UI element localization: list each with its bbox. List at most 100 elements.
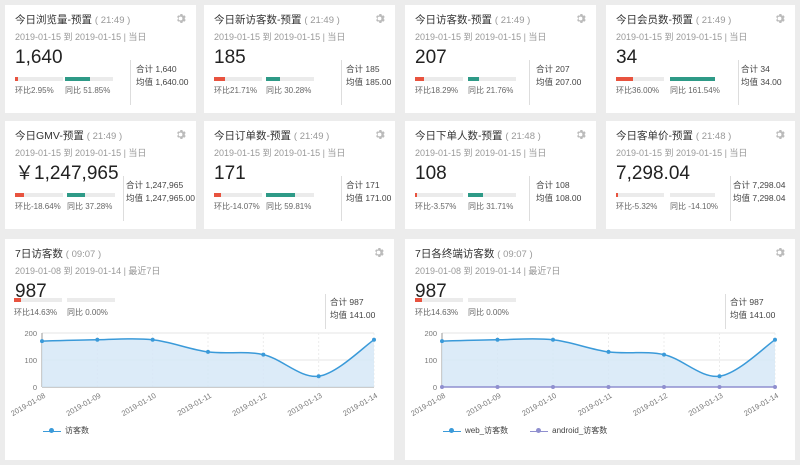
x-tick-label: 2019-01-09 — [65, 391, 103, 417]
divider — [123, 176, 124, 221]
ring-bar — [415, 298, 463, 302]
x-tick-label: 2019-01-13 — [687, 391, 725, 417]
card-title: 今日新访客数-预置 ( 21:49 ) — [214, 14, 340, 26]
ring-bar — [415, 77, 463, 81]
data-point — [606, 349, 611, 354]
yoy-bar-fill — [65, 77, 90, 81]
ring-bar-fill — [15, 193, 25, 197]
chart-legend: 访客数 — [43, 425, 111, 436]
ring-bar — [15, 193, 63, 197]
ring-label: 环比36.00% — [616, 86, 660, 95]
ring-label: 环比2.95% — [15, 86, 54, 95]
ring-bar-fill — [214, 77, 225, 81]
gear-icon[interactable] — [774, 129, 785, 140]
ring-bar — [616, 193, 664, 197]
x-tick-label: 2019-01-11 — [176, 391, 213, 417]
ring-bar-fill — [616, 193, 619, 197]
gear-icon[interactable] — [175, 13, 186, 24]
metric-value: 108 — [415, 163, 447, 184]
gear-icon[interactable] — [774, 13, 785, 24]
ring-label: 环比-3.57% — [415, 202, 457, 211]
legend-item[interactable]: web_访客数 — [443, 425, 508, 436]
kpi-card: 今日新访客数-预置 ( 21:49 ) 2019-01-15 到 2019-01… — [204, 5, 395, 113]
metric-value: 1,640 — [15, 47, 63, 68]
data-point — [662, 385, 666, 389]
ring-label: 环比21.71% — [214, 86, 258, 95]
data-point — [261, 352, 266, 357]
divider — [130, 60, 131, 105]
card-title: 7日各终端访客数 ( 09:07 ) — [415, 248, 533, 260]
gear-icon[interactable] — [374, 129, 385, 140]
divider — [529, 176, 530, 221]
x-tick-label: 2019-01-14 — [742, 391, 780, 417]
metric-value: 207 — [415, 47, 447, 68]
ring-label: 环比-5.32% — [616, 202, 658, 211]
yoy-label: 同比 0.00% — [468, 308, 509, 317]
data-point — [316, 374, 321, 379]
line-chart: 0 100 200 2019-01-08 2019-01-09 2019-01-10 201… — [9, 329, 379, 417]
yoy-bar — [65, 77, 113, 81]
ring-bar-fill — [415, 77, 424, 81]
legend-label: 访客数 — [65, 426, 89, 435]
ring-bar-fill — [15, 77, 18, 81]
gear-icon[interactable] — [175, 129, 186, 140]
kpi-card: 今日会员数-预置 ( 21:49 ) 2019-01-15 到 2019-01-… — [606, 5, 795, 113]
data-point — [773, 385, 777, 389]
ring-bar — [415, 193, 463, 197]
summary-stats: 合计 1,247,965 均值 1,247,965.00 — [126, 180, 195, 203]
yoy-label: 同比 30.28% — [266, 86, 312, 95]
summary-stats: 合计 7,298.04 均值 7,298.04 — [733, 180, 786, 203]
gear-icon[interactable] — [374, 13, 385, 24]
divider — [730, 176, 731, 221]
yoy-bar-fill — [670, 77, 715, 81]
yoy-bar — [67, 193, 115, 197]
data-point — [95, 337, 100, 342]
gear-icon[interactable] — [774, 247, 785, 258]
date-range: 2019-01-15 到 2019-01-15 | 当日 — [214, 32, 346, 42]
ring-label: 环比18.29% — [415, 86, 459, 95]
ring-bar-fill — [214, 193, 221, 197]
yoy-bar-fill — [468, 77, 479, 81]
date-range: 2019-01-15 到 2019-01-15 | 当日 — [415, 148, 547, 158]
y-tick-label: 200 — [24, 329, 37, 338]
data-point — [551, 385, 555, 389]
yoy-label: 同比 37.28% — [67, 202, 113, 211]
date-range: 2019-01-15 到 2019-01-15 | 当日 — [616, 32, 748, 42]
data-point — [40, 339, 44, 344]
ring-bar — [214, 193, 262, 197]
gear-icon[interactable] — [575, 13, 586, 24]
yoy-bar-fill — [266, 77, 281, 81]
divider — [738, 60, 739, 105]
x-tick-label: 2019-01-12 — [231, 391, 269, 417]
yoy-label: 同比 31.71% — [468, 202, 514, 211]
legend-swatch — [530, 427, 549, 435]
data-point — [662, 352, 666, 357]
yoy-bar-fill — [468, 193, 484, 197]
divider — [725, 294, 726, 329]
x-tick-label: 2019-01-13 — [286, 391, 324, 417]
gear-icon[interactable] — [373, 247, 384, 258]
y-tick-label: 100 — [24, 356, 37, 365]
summary-stats: 合计 1,640 均值 1,640.00 — [136, 64, 189, 87]
chart-card: 7日访客数 ( 09:07 ) 2019-01-08 到 2019-01-14 … — [5, 239, 394, 460]
legend-item[interactable]: android_访客数 — [530, 425, 607, 436]
x-tick-label: 2019-01-09 — [465, 391, 503, 417]
data-point — [773, 337, 777, 342]
series-area — [42, 338, 374, 387]
card-title: 今日客单价-预置 ( 21:48 ) — [616, 130, 732, 142]
divider — [529, 60, 530, 105]
x-tick-label: 2019-01-12 — [631, 391, 669, 417]
date-range: 2019-01-08 到 2019-01-14 | 最近7日 — [15, 266, 161, 276]
line-chart: 0 100 200 2019-01-08 2019-01-09 2019-01-10 201… — [409, 329, 780, 417]
gear-icon[interactable] — [575, 129, 586, 140]
kpi-card: 今日订单数-预置 ( 21:49 ) 2019-01-15 到 2019-01-… — [204, 121, 395, 229]
yoy-bar — [67, 298, 115, 302]
date-range: 2019-01-15 到 2019-01-15 | 当日 — [15, 32, 147, 42]
yoy-bar — [670, 193, 715, 197]
metric-value: 7,298.04 — [616, 163, 690, 184]
legend-item[interactable]: 访客数 — [43, 425, 89, 436]
legend-label: web_访客数 — [465, 426, 509, 435]
metric-value: 171 — [214, 163, 246, 184]
divider — [341, 60, 342, 105]
x-tick-label: 2019-01-14 — [341, 391, 379, 417]
